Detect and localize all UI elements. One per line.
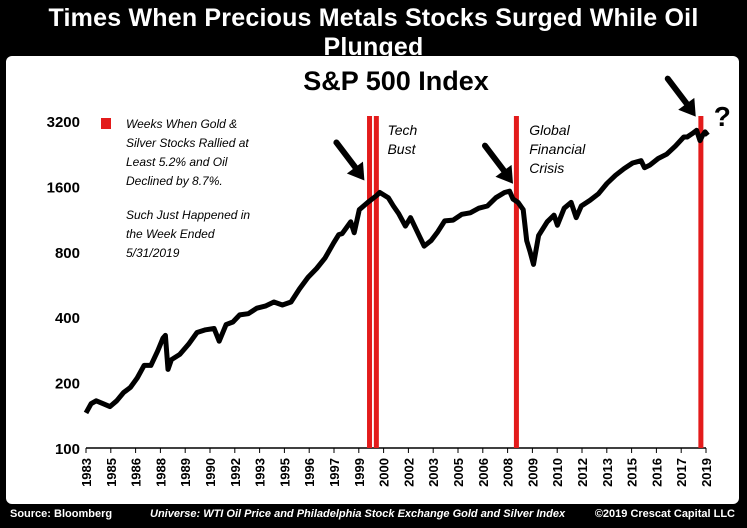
x-tick-label: 1997 xyxy=(327,458,342,487)
x-tick-label: 1986 xyxy=(129,458,144,487)
x-tick-label: 2019 xyxy=(699,458,714,487)
x-axis: 1983 1985 1986 1988 1989 1990 1992 1993 1995 1996… xyxy=(79,447,714,487)
y-tick-label: 400 xyxy=(55,310,80,327)
y-tick-label: 1600 xyxy=(47,179,80,196)
event-bars xyxy=(367,116,704,448)
footer-source: Source: Bloomberg xyxy=(10,508,113,520)
x-tick-label: 2010 xyxy=(550,458,565,487)
legend-note: Such Just Happened in the Week Ended 5/31/… xyxy=(126,208,250,260)
x-tick-label: 1989 xyxy=(178,458,193,487)
arrow xyxy=(664,75,696,117)
legend: Weeks When Gold & Silver Stocks Rallied a… xyxy=(101,117,250,260)
x-tick-label: 1985 xyxy=(104,458,119,487)
x-tick-label: 2005 xyxy=(451,458,466,487)
x-tick-label: 2015 xyxy=(625,458,640,487)
x-tick-label: 2002 xyxy=(401,458,416,487)
x-tick-label: 2003 xyxy=(426,458,441,487)
header-title: Times When Precious Metals Stocks Surged… xyxy=(48,4,699,61)
x-tick-label: 2008 xyxy=(501,458,516,487)
legend-swatch xyxy=(101,118,111,129)
series-line-sp500 xyxy=(83,127,710,415)
arrows xyxy=(333,75,696,184)
x-tick-label: 1988 xyxy=(153,458,168,487)
x-tick-label: 1990 xyxy=(203,458,218,487)
event-bar xyxy=(698,116,704,448)
x-tick-label: 1983 xyxy=(79,458,94,487)
event-bar xyxy=(513,116,519,448)
annotation-question: ? xyxy=(714,101,731,132)
event-bar xyxy=(373,116,379,448)
x-tick-label: 1996 xyxy=(302,458,317,487)
footer-copyright: ©2019 Crescat Capital LLC xyxy=(594,508,735,520)
annotations: Tech Bust Global Financial Crisis? xyxy=(387,101,730,176)
y-tick-label: 3200 xyxy=(47,114,80,131)
footer-universe: Universe: WTI Oil Price and Philadelphia… xyxy=(150,508,566,520)
annotation-label: Global Financial Crisis xyxy=(529,122,586,176)
chart-panel: S&P 500 Index 100 200 400 800 1600 3200 1983 1… xyxy=(6,56,739,504)
x-tick-label: 1995 xyxy=(277,458,292,487)
annotation-label: Tech Bust xyxy=(387,122,417,157)
x-tick-label: 2013 xyxy=(600,458,615,487)
arrow xyxy=(333,139,365,181)
x-tick-label: 2016 xyxy=(649,458,664,487)
legend-label: Weeks When Gold & Silver Stocks Rallied a… xyxy=(126,117,249,188)
x-tick-label: 2009 xyxy=(525,458,540,487)
x-tick-label: 1992 xyxy=(228,458,243,487)
chart-title: S&P 500 Index xyxy=(303,66,489,96)
x-tick-label: 2017 xyxy=(674,458,689,487)
y-axis: 100 200 400 800 1600 3200 xyxy=(47,114,80,458)
x-tick-label: 2000 xyxy=(377,458,392,487)
arrow xyxy=(481,142,513,184)
y-tick-label: 100 xyxy=(55,441,80,458)
x-tick-label: 2012 xyxy=(575,458,590,487)
x-tick-label: 1999 xyxy=(352,458,367,487)
event-bar xyxy=(367,116,373,448)
y-tick-label: 200 xyxy=(55,376,80,393)
x-tick-label: 1993 xyxy=(253,458,268,487)
y-tick-label: 800 xyxy=(55,245,80,262)
x-tick-label: 2006 xyxy=(476,458,491,487)
